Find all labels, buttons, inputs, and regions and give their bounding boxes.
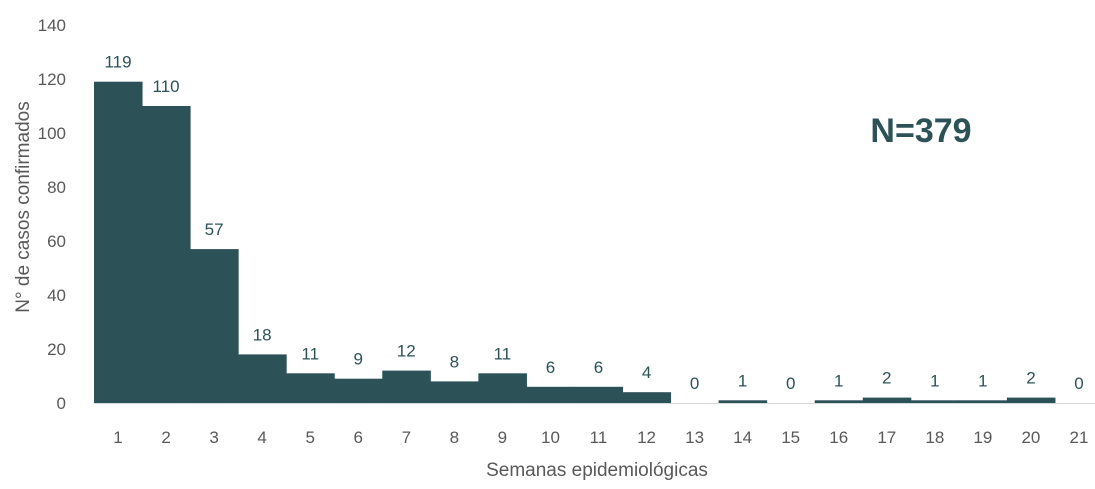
data-label: 1 (978, 371, 987, 390)
y-tick-label: 20 (47, 340, 66, 359)
x-tick-label: 19 (973, 428, 992, 447)
x-tick-label: 18 (925, 428, 944, 447)
x-tick-label: 2 (161, 428, 170, 447)
x-tick-label: 16 (829, 428, 848, 447)
y-tick-label: 0 (57, 394, 66, 413)
data-label: 1 (738, 371, 747, 390)
data-label: 6 (594, 358, 603, 377)
data-label: 9 (354, 350, 363, 369)
data-label: 11 (494, 344, 512, 363)
data-label: 1 (834, 371, 843, 390)
data-label: 0 (1074, 374, 1083, 393)
data-label: 2 (1026, 369, 1035, 388)
data-label: 0 (786, 374, 795, 393)
data-label: 12 (397, 342, 416, 361)
y-tick-label: 40 (47, 286, 66, 305)
data-label: 4 (642, 363, 651, 382)
bar-week-1 (94, 81, 143, 403)
bar-week-8 (430, 381, 479, 403)
y-axis-title: N° de casos confirmados (13, 101, 34, 312)
x-tick-label: 21 (1070, 428, 1089, 447)
y-tick-label: 80 (47, 178, 66, 197)
bar-week-12 (622, 392, 672, 403)
x-tick-label: 8 (450, 428, 459, 447)
x-tick-label: 4 (257, 428, 266, 447)
y-tick-labels: 0 20 40 60 80 100 120 140 (38, 16, 66, 413)
x-axis-title: Semanas epidemiológicas (486, 460, 708, 481)
x-tick-label: 9 (498, 428, 507, 447)
data-label: 1 (930, 371, 939, 390)
x-tick-label: 5 (305, 428, 314, 447)
bar-week-16 (814, 400, 864, 403)
bar-week-11 (574, 386, 624, 403)
bar-week-14 (718, 400, 768, 403)
x-tick-label: 1 (113, 428, 122, 447)
data-label: 119 (104, 53, 131, 72)
bar-week-3 (190, 249, 239, 403)
x-tick-label: 15 (781, 428, 800, 447)
total-cases-annotation: N=379 (870, 112, 971, 150)
x-tick-label: 12 (637, 428, 656, 447)
x-tick-label: 6 (354, 428, 363, 447)
bar-week-2 (142, 106, 191, 403)
data-label: 18 (253, 325, 272, 344)
x-tick-label: 3 (209, 428, 218, 447)
y-tick-label: 120 (38, 70, 66, 89)
bar-week-17 (862, 397, 912, 403)
x-tick-label: 13 (685, 428, 704, 447)
bar-week-7 (382, 370, 431, 403)
data-label: 8 (450, 352, 459, 371)
x-tick-label: 10 (541, 428, 560, 447)
y-tick-label: 100 (38, 124, 66, 143)
bars-group (94, 81, 1056, 403)
bar-week-4 (238, 354, 287, 403)
bar-week-5 (286, 373, 335, 403)
bar-week-20 (1006, 397, 1056, 403)
data-label: 11 (301, 344, 319, 363)
data-label: 57 (205, 220, 224, 239)
x-tick-label: 7 (402, 428, 411, 447)
x-tick-label: 17 (877, 428, 896, 447)
data-label: 6 (546, 358, 555, 377)
y-tick-label: 60 (47, 232, 66, 251)
bar-week-18 (910, 400, 960, 403)
x-tick-labels: 1 2 3 4 5 6 7 8 9 10 11 12 13 14 15 16 17 18 19 20 21 (113, 428, 1088, 447)
data-label: 2 (882, 369, 891, 388)
data-label: 0 (690, 374, 699, 393)
y-tick-label: 140 (38, 16, 66, 35)
bar-week-19 (958, 400, 1008, 403)
bar-week-6 (334, 378, 383, 403)
bar-week-10 (526, 386, 575, 403)
bar-week-9 (478, 373, 527, 403)
x-tick-label: 20 (1021, 428, 1040, 447)
x-tick-label: 14 (733, 428, 752, 447)
x-tick-label: 11 (590, 428, 608, 447)
data-label: 110 (153, 77, 180, 96)
